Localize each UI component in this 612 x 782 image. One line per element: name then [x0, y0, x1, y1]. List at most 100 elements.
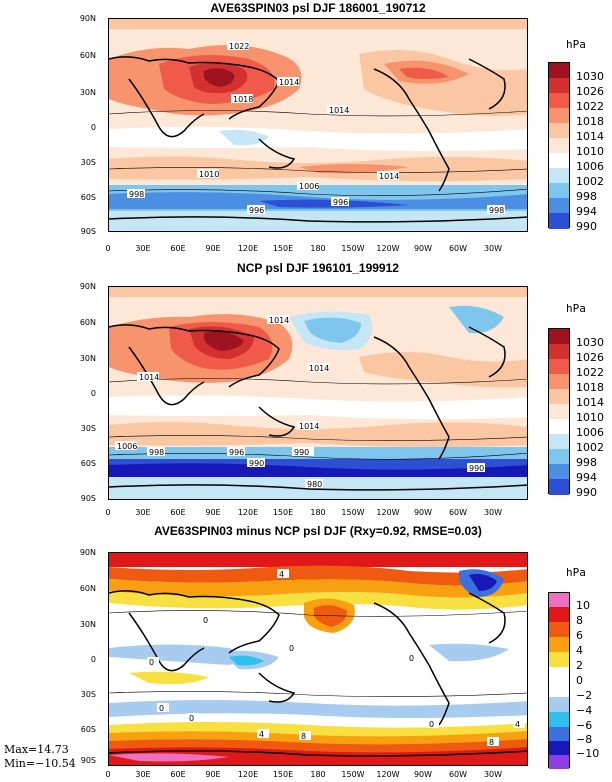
psl-field: 1022 1018 1014 1014 1010 1014 1006 998 9… [109, 19, 527, 231]
lat-label: 30N [79, 354, 96, 363]
lon-label: 0 [105, 244, 111, 253]
lon-label: 90W [413, 244, 433, 253]
lon-label: 90E [205, 770, 221, 779]
contour-label: 1014 [139, 373, 159, 382]
lat-label: 0 [90, 123, 96, 132]
lon-label: 0 [105, 770, 111, 779]
colorbar [548, 592, 570, 769]
lat-label: 60S [80, 459, 96, 468]
psl-diff-field: 4 0 0 0 0 0 0 0 4 8 8 4 [109, 553, 527, 765]
contour-labels: 4 0 0 0 0 0 0 0 4 8 8 4 [147, 569, 525, 747]
contour-label: 4 [279, 570, 284, 579]
lon-label: 30W [483, 770, 503, 779]
contour-label: 0 [409, 654, 414, 663]
colorbar [548, 328, 570, 495]
contour-label: 998 [129, 190, 144, 199]
lat-label: 0 [90, 655, 96, 664]
legend-label: 994 [576, 471, 597, 484]
lon-label: 180 [310, 770, 326, 779]
legend-label: 8 [576, 614, 583, 627]
legend-label: 1014 [576, 130, 604, 143]
lon-label: 90W [413, 508, 433, 517]
lat-label: 60N [79, 584, 96, 593]
contour-label: 1014 [299, 422, 319, 431]
lon-label: 180 [310, 508, 326, 517]
map-plot: 1014 1014 1014 1014 1006 998 996 990 990… [108, 286, 528, 500]
lon-label: 60W [448, 770, 468, 779]
contour-label: 1014 [269, 316, 289, 325]
contour-label: 8 [301, 732, 306, 741]
lat-label: 60S [80, 193, 96, 202]
legend-label: 998 [576, 456, 597, 469]
contour-label: 1014 [309, 364, 329, 373]
legend-label: 990 [576, 220, 597, 233]
lon-label: 120E [237, 244, 259, 253]
contour-label: 996 [249, 206, 264, 215]
contour-labels: 1014 1014 1014 1014 1006 998 996 990 990… [115, 315, 485, 489]
lon-label: 120W [376, 770, 400, 779]
contour-label: 0 [189, 714, 194, 723]
map-plot: 4 0 0 0 0 0 0 0 4 8 8 4 [108, 552, 528, 766]
legend-label: 990 [576, 486, 597, 499]
legend-label: −10 [576, 747, 600, 760]
lon-label: 90E [205, 244, 221, 253]
legend-label: 1022 [576, 100, 604, 113]
contour-label: 8 [489, 738, 494, 747]
legend-label: 1006 [576, 426, 604, 439]
contour-label: 990 [249, 459, 264, 468]
contour-label: 1006 [117, 442, 137, 451]
lon-label: 90W [413, 770, 433, 779]
lon-label: 60E [170, 508, 186, 517]
legend-label: 1030 [576, 70, 604, 83]
legend-label: −6 [576, 719, 593, 732]
lat-label: 90S [80, 227, 96, 236]
lat-label: 90N [79, 14, 96, 23]
contour-label: 1018 [233, 95, 253, 104]
colorbar [548, 62, 570, 229]
contour-label: 0 [289, 644, 294, 653]
lon-label: 150W [341, 244, 365, 253]
lon-label: 30E [135, 244, 151, 253]
legend-label: 998 [576, 190, 597, 203]
contour-label: 998 [149, 448, 164, 457]
contour-label: 996 [229, 448, 244, 457]
contour-label: 1014 [379, 172, 399, 181]
panel-2: NCP psl DJF 196101_199912 [0, 260, 612, 520]
lat-label: 90S [80, 494, 96, 503]
lat-label: 90N [79, 282, 96, 291]
lon-label: 150E [272, 770, 294, 779]
contour-label: 1014 [329, 106, 349, 115]
lon-label: 0 [105, 508, 111, 517]
legend-label: 1018 [576, 381, 604, 394]
lon-label: 30E [135, 770, 151, 779]
lat-label: 60N [79, 51, 96, 60]
legend-label: 1014 [576, 396, 604, 409]
lat-label: 0 [90, 389, 96, 398]
lon-label: 60W [448, 244, 468, 253]
contour-label: 990 [469, 464, 484, 473]
lon-label: 150W [341, 508, 365, 517]
panel-title: NCP psl DJF 196101_199912 [237, 261, 399, 275]
lon-label: 30E [135, 508, 151, 517]
legend-label: 10 [576, 599, 590, 612]
legend-label: 1002 [576, 441, 604, 454]
lon-label: 120W [376, 508, 400, 517]
panel-title: AVE63SPIN03 psl DJF 186001_190712 [210, 1, 426, 15]
legend-unit: hPa [566, 38, 586, 51]
contour-label: 0 [429, 720, 434, 729]
legend-label: 1026 [576, 351, 604, 364]
legend-label: 1006 [576, 160, 604, 173]
legend-label: −8 [576, 733, 593, 746]
contour-label: 998 [489, 206, 504, 215]
legend-label: 6 [576, 629, 583, 642]
lon-label: 60E [170, 244, 186, 253]
contour-label: 1022 [229, 42, 249, 51]
legend-unit: hPa [566, 566, 586, 579]
contour-label: 1006 [299, 182, 319, 191]
lon-label: 30W [483, 508, 503, 517]
lat-label: 60S [80, 725, 96, 734]
contour-label: 4 [515, 720, 520, 729]
contour-label: 990 [294, 448, 309, 457]
contour-label: 996 [333, 198, 348, 207]
panel-title: AVE63SPIN03 minus NCP psl DJF (Rxy=0.92,… [154, 524, 482, 538]
